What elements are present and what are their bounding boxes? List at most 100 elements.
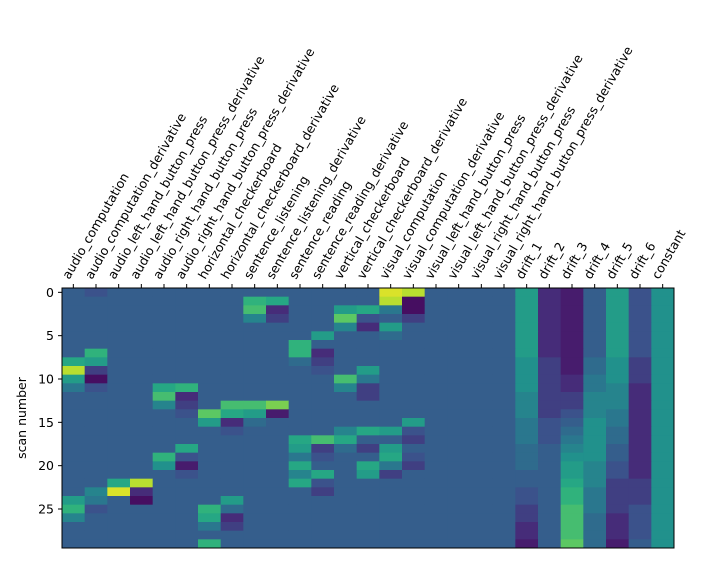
heatmap-cell xyxy=(288,374,312,384)
heatmap-cell xyxy=(447,522,471,532)
heatmap-cell xyxy=(628,539,652,549)
heatmap-cell xyxy=(606,452,630,462)
heatmap-cell xyxy=(198,461,222,471)
heatmap-cell xyxy=(266,435,290,445)
heatmap-cell xyxy=(288,366,312,376)
heatmap-cell xyxy=(538,539,562,549)
heatmap-cell xyxy=(152,340,176,350)
heatmap-cell xyxy=(560,409,584,419)
heatmap-cell xyxy=(130,296,154,306)
heatmap-cell xyxy=(84,374,108,384)
y-tick-label: 5 xyxy=(46,328,54,343)
heatmap-cell xyxy=(220,452,244,462)
heatmap-cell xyxy=(334,496,358,506)
heatmap-cell xyxy=(651,487,675,497)
heatmap-cell xyxy=(334,288,358,298)
heatmap-cell xyxy=(515,331,539,341)
heatmap-cell xyxy=(107,409,131,419)
heatmap-cell xyxy=(628,409,652,419)
heatmap-cell xyxy=(538,487,562,497)
heatmap-cell xyxy=(266,374,290,384)
heatmap-cell xyxy=(560,314,584,324)
heatmap-cell xyxy=(84,340,108,350)
heatmap-cell xyxy=(243,444,267,454)
heatmap-cell xyxy=(266,314,290,324)
heatmap-cell xyxy=(62,522,86,532)
heatmap-cell xyxy=(107,348,131,358)
heatmap-cell xyxy=(560,539,584,549)
heatmap-cell xyxy=(515,513,539,523)
heatmap-cell xyxy=(560,305,584,315)
heatmap-cell xyxy=(62,418,86,428)
heatmap-cell xyxy=(84,452,108,462)
heatmap-cell xyxy=(424,409,448,419)
heatmap-cell xyxy=(288,444,312,454)
heatmap-cell xyxy=(560,374,584,384)
heatmap-cell xyxy=(424,288,448,298)
heatmap-cell xyxy=(538,383,562,393)
heatmap-cell xyxy=(175,383,199,393)
heatmap-cell xyxy=(84,478,108,488)
heatmap-cell xyxy=(356,539,380,549)
heatmap-cell xyxy=(84,288,108,298)
heatmap-cell xyxy=(356,452,380,462)
heatmap-cell xyxy=(130,357,154,367)
heatmap-cell xyxy=(266,392,290,402)
heatmap-cell xyxy=(492,418,516,428)
heatmap-cell xyxy=(538,314,562,324)
heatmap-cell xyxy=(243,383,267,393)
heatmap-cell xyxy=(379,452,403,462)
heatmap-cell xyxy=(334,322,358,332)
heatmap-cell xyxy=(198,357,222,367)
heatmap-cell xyxy=(628,400,652,410)
heatmap-cell xyxy=(130,418,154,428)
heatmap-cell xyxy=(311,539,335,549)
heatmap-cell xyxy=(651,478,675,488)
heatmap-cell xyxy=(402,331,426,341)
heatmap-cell xyxy=(152,452,176,462)
heatmap-cell xyxy=(538,400,562,410)
heatmap-cell xyxy=(402,314,426,324)
heatmap-cell xyxy=(334,530,358,540)
heatmap-cell xyxy=(152,444,176,454)
heatmap-cell xyxy=(492,487,516,497)
heatmap-cell xyxy=(560,461,584,471)
heatmap-cell xyxy=(130,400,154,410)
y-tick-label: 0 xyxy=(46,285,54,300)
heatmap-cell xyxy=(220,331,244,341)
heatmap-cell xyxy=(356,496,380,506)
heatmap-cell xyxy=(107,400,131,410)
heatmap-cell xyxy=(84,530,108,540)
heatmap-cell xyxy=(470,305,494,315)
heatmap-cell xyxy=(198,314,222,324)
heatmap-cell xyxy=(424,357,448,367)
heatmap-cell xyxy=(356,461,380,471)
heatmap-cell xyxy=(379,496,403,506)
heatmap-cell xyxy=(288,539,312,549)
heatmap-cell xyxy=(311,383,335,393)
heatmap-cell xyxy=(152,487,176,497)
heatmap-cell xyxy=(424,426,448,436)
heatmap-cell xyxy=(651,400,675,410)
heatmap-cell xyxy=(356,409,380,419)
heatmap-cell xyxy=(515,357,539,367)
heatmap-cell xyxy=(198,435,222,445)
heatmap-cell xyxy=(606,418,630,428)
heatmap-cell xyxy=(198,487,222,497)
heatmap-cell xyxy=(356,331,380,341)
heatmap-cell xyxy=(266,539,290,549)
heatmap-cell xyxy=(606,400,630,410)
heatmap-cell xyxy=(447,461,471,471)
heatmap-cell xyxy=(447,331,471,341)
heatmap-cell xyxy=(288,530,312,540)
heatmap-cell xyxy=(402,392,426,402)
heatmap-cell xyxy=(492,366,516,376)
heatmap-cell xyxy=(288,296,312,306)
heatmap-cell xyxy=(288,348,312,358)
heatmap-cell xyxy=(492,513,516,523)
heatmap-cell xyxy=(220,288,244,298)
heatmap-cell xyxy=(198,366,222,376)
heatmap-cell xyxy=(356,357,380,367)
heatmap-cell xyxy=(515,305,539,315)
y-tick-label: 20 xyxy=(38,458,54,473)
